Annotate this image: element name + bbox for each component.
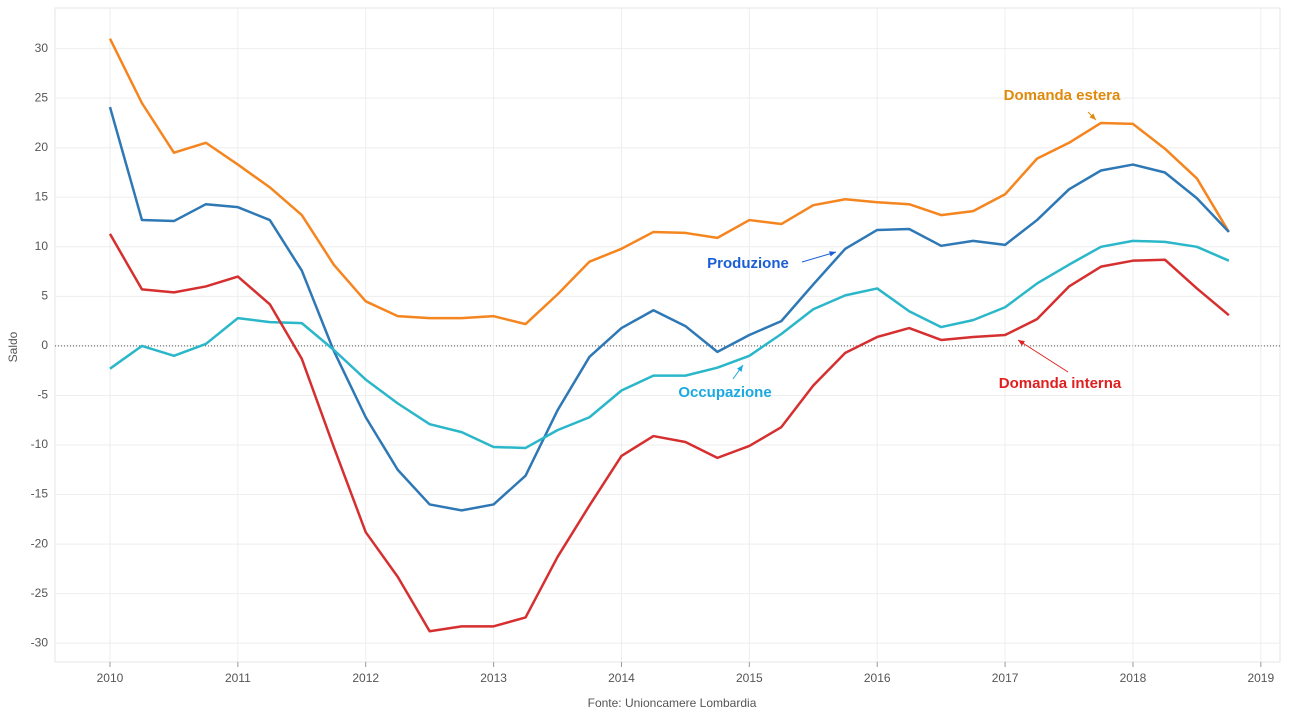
annotation-arrow bbox=[1017, 339, 1069, 373]
x-tick-label: 2017 bbox=[992, 671, 1019, 685]
arrow-head bbox=[1089, 113, 1096, 120]
y-tick-label: -20 bbox=[31, 536, 49, 550]
series-label: Occupazione bbox=[678, 384, 771, 401]
x-tick-label: 2010 bbox=[97, 671, 124, 685]
y-tick-label: 0 bbox=[41, 338, 48, 352]
x-tick-label: 2015 bbox=[736, 671, 763, 685]
y-tick-label: 15 bbox=[35, 189, 49, 203]
x-tick-label: 2011 bbox=[225, 671, 251, 685]
x-tick-label: 2012 bbox=[352, 671, 379, 685]
y-tick-label: -30 bbox=[31, 635, 49, 649]
plot-area bbox=[54, 7, 1281, 663]
x-tick-label: 2019 bbox=[1247, 671, 1274, 685]
series-label: Domanda estera bbox=[1004, 87, 1121, 104]
y-tick-label: 10 bbox=[35, 239, 49, 253]
series-line bbox=[108, 106, 1230, 512]
x-tick-label: 2016 bbox=[864, 671, 891, 685]
x-tick-label: 2018 bbox=[1120, 671, 1147, 685]
y-tick-label: 5 bbox=[41, 289, 48, 303]
y-tick-label: -5 bbox=[37, 388, 48, 402]
series-label: Domanda interna bbox=[999, 375, 1122, 392]
x-tick-label: 2014 bbox=[608, 671, 635, 685]
x-tick-label: 2013 bbox=[480, 671, 507, 685]
y-tick-label: -10 bbox=[31, 437, 49, 451]
source-note: Fonte: Unioncamere Lombardia bbox=[588, 696, 757, 710]
series-line bbox=[109, 239, 1230, 450]
arrow-head bbox=[1018, 340, 1025, 346]
series-line bbox=[108, 233, 1230, 633]
y-axis-label: Saldo bbox=[6, 331, 20, 362]
y-tick-label: -25 bbox=[31, 586, 49, 600]
y-tick-label: 30 bbox=[35, 41, 49, 55]
y-tick-label: -15 bbox=[31, 487, 49, 501]
arrow-head bbox=[737, 365, 743, 372]
arrow-head bbox=[829, 251, 836, 257]
y-tick-label: 20 bbox=[35, 140, 49, 154]
series-label: Produzione bbox=[707, 255, 789, 272]
y-tick-label: 25 bbox=[35, 90, 49, 104]
series-line bbox=[108, 38, 1230, 326]
